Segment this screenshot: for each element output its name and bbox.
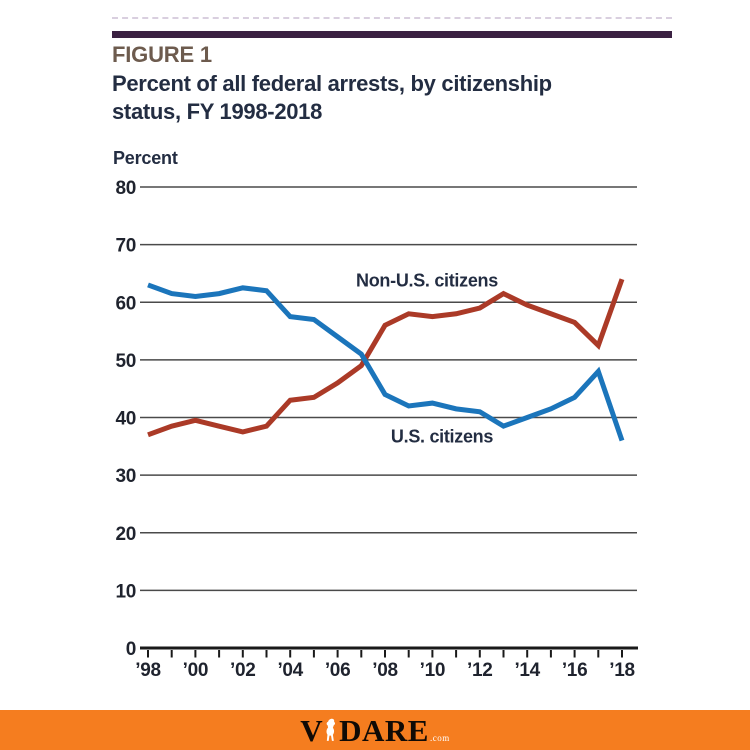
y-tick-label-20: 20 [115,524,136,545]
chart-title-line1: Percent of all federal arrests, by citiz… [112,71,552,96]
y-tick-label-70: 70 [115,236,136,257]
series-line-non-u-s-citizens [147,278,625,438]
x-tick-label-2014: ’14 [514,660,540,681]
deer-icon-path [326,718,336,741]
x-tick-label-2002: ’02 [230,660,256,681]
deer-icon [323,717,338,748]
y-tick-label-60: 60 [115,293,136,314]
x-tick-label-2018: ’18 [609,660,635,681]
vdare-logo-v: V [300,712,324,748]
x-tick-label-2012: ’12 [467,660,493,681]
y-tick-label-80: 80 [115,178,136,199]
x-tick-label-2004: ’04 [277,660,303,681]
x-tick-label-2008: ’08 [372,660,398,681]
y-tick-label-0: 0 [126,639,136,660]
series-label-us-citizens: U.S. citizens [390,426,494,447]
vdare-logo-dare: DARE [339,712,429,748]
footer-brand-bar: V DARE .com [0,710,750,750]
y-tick-label-10: 10 [115,581,136,602]
series-label-non-us-citizens: Non-U.S. citizens [356,270,498,291]
x-tick-label-2016: ’16 [562,660,588,681]
header-accent-bar [112,31,672,38]
x-tick-label-2000: ’00 [183,660,209,681]
chart-title-line2: status, FY 1998-2018 [112,99,323,124]
y-axis-unit-label: Percent [113,148,178,168]
vdare-logo[interactable]: V DARE .com [300,715,449,746]
x-tick-label-2010: ’10 [420,660,446,681]
series-line-u-s-citizens [147,282,625,442]
x-tick-label-2006: ’06 [325,660,351,681]
figure-label: FIGURE 1 [112,42,212,67]
top-dashed-rule [112,17,672,19]
vdare-logo-tld: .com [429,732,450,743]
y-tick-label-40: 40 [115,409,136,430]
y-tick-label-30: 30 [115,466,136,487]
x-tick-label-1998: ’98 [135,660,161,681]
y-tick-label-50: 50 [115,351,136,372]
